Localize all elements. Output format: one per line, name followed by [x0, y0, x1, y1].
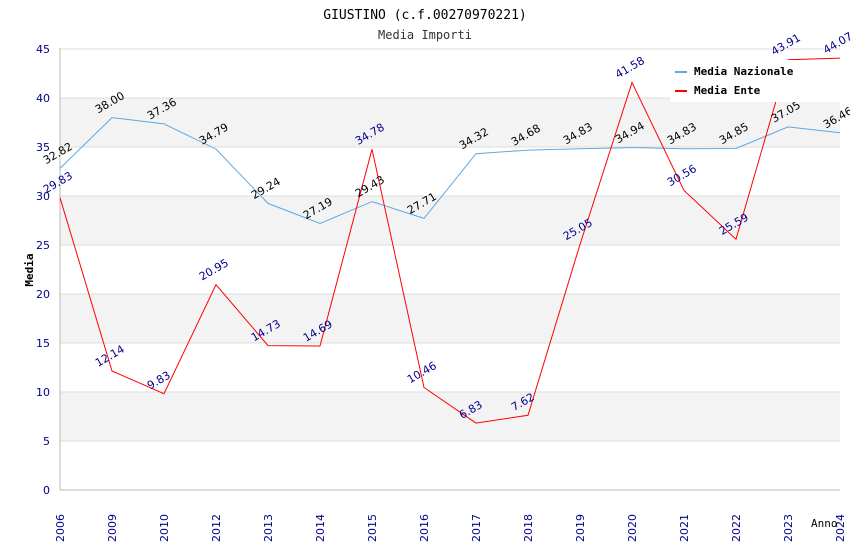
x-tick-label-2022: 2022 [730, 514, 743, 542]
grid-band [60, 392, 840, 441]
x-tick-labels: 2006 2009 2010 2012 2013 2014 2015 2016 2017 2018… [54, 514, 847, 542]
x-tick-label-2024: 2024 [834, 514, 847, 542]
y-tick-label: 20 [36, 288, 50, 301]
y-tick-label: 40 [36, 92, 50, 105]
x-tick-label-2013: 2013 [262, 514, 275, 542]
x-tick-label-2017: 2017 [470, 514, 483, 542]
y-axis-title: Media [23, 253, 36, 286]
x-tick-label-2015: 2015 [366, 514, 379, 542]
data-label-media-ente: 20.95 [197, 256, 231, 283]
grid-band [60, 196, 840, 245]
data-label-media-ente: 44.07 [821, 30, 850, 57]
legend-label-media-ente: Media Ente [694, 84, 761, 97]
data-label-media-ente: 10.46 [405, 359, 439, 386]
x-tick-label-2021: 2021 [678, 514, 691, 542]
x-tick-label-2009: 2009 [106, 514, 119, 542]
chart-subtitle: Media Importi [378, 28, 472, 42]
y-tick-label: 5 [43, 435, 50, 448]
y-tick-label: 35 [36, 141, 50, 154]
x-tick-label-2016: 2016 [418, 514, 431, 542]
x-tick-label-2010: 2010 [158, 514, 171, 542]
y-tick-label: 45 [36, 43, 50, 56]
legend-box [670, 60, 842, 102]
y-tick-label: 30 [36, 190, 50, 203]
x-tick-label-2023: 2023 [782, 514, 795, 542]
x-tick-label-2014: 2014 [314, 514, 327, 542]
grid-band [60, 294, 840, 343]
grid-band [60, 98, 840, 147]
y-tick-label: 15 [36, 337, 50, 350]
legend-label-media-nazionale: Media Nazionale [694, 65, 794, 78]
y-tick-label: 25 [36, 239, 50, 252]
x-axis-title: Anno [811, 517, 838, 530]
data-label-media-ente: 9.83 [145, 369, 173, 393]
y-tick-labels: 0 5 10 15 20 25 30 35 40 45 [36, 43, 50, 497]
data-label-media-ente: 41.58 [613, 54, 647, 81]
y-tick-label: 0 [43, 484, 50, 497]
x-tick-label-2020: 2020 [626, 514, 639, 542]
y-tick-label: 10 [36, 386, 50, 399]
data-label-media-ente: 43.91 [769, 31, 803, 58]
x-tick-label-2006: 2006 [54, 514, 67, 542]
data-label-media-ente: 29.83 [41, 169, 75, 196]
x-tick-label-2018: 2018 [522, 514, 535, 542]
x-tick-label-2019: 2019 [574, 514, 587, 542]
series-line-media-nazionale [59, 117, 841, 225]
chart-title: GIUSTINO (c.f.00270970221) [323, 8, 527, 23]
x-tick-label-2012: 2012 [210, 514, 223, 542]
series-group [59, 57, 841, 424]
legend: Media Nazionale Media Ente [670, 60, 842, 102]
grid-bands [60, 98, 840, 441]
series-line-media-ente [59, 57, 841, 424]
